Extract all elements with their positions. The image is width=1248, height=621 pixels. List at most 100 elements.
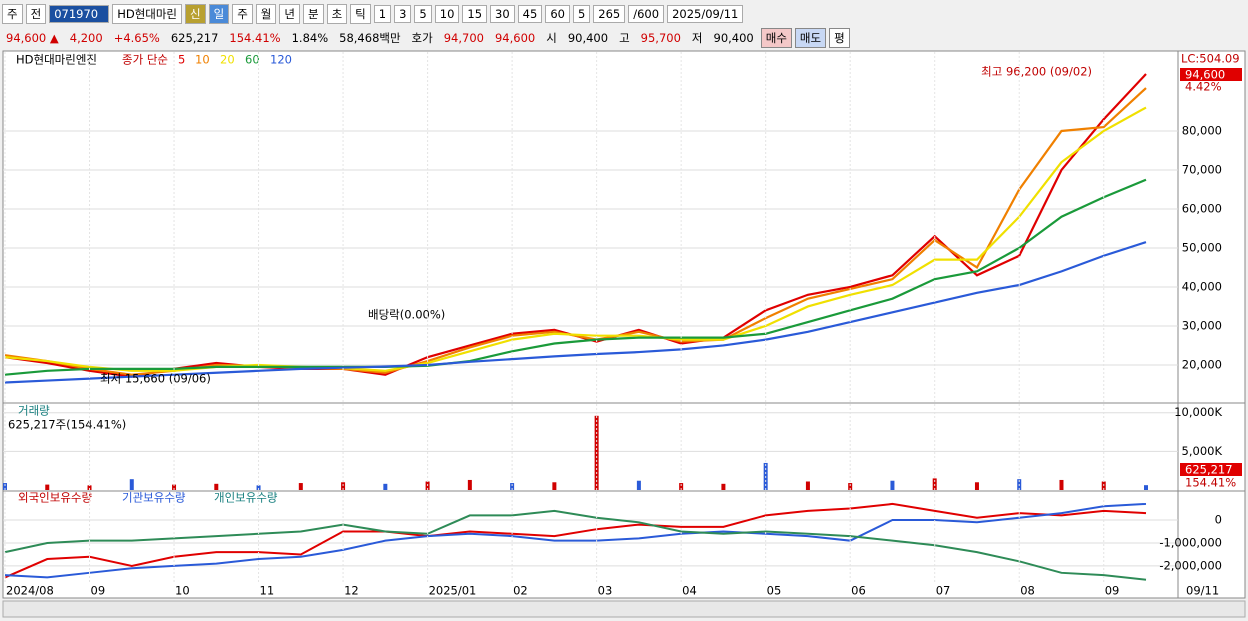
price-box <box>1180 68 1242 81</box>
volume-bar <box>1059 479 1064 490</box>
toolbar-item[interactable]: 5 <box>414 4 432 23</box>
x-tick-label: 09 <box>1105 584 1120 598</box>
volume-bar <box>805 481 810 490</box>
toolbar-item[interactable]: 5 <box>572 4 591 23</box>
y-tick-label: -1,000,000 <box>1159 535 1222 549</box>
toolbar-item[interactable]: HD현대마린 <box>112 3 183 24</box>
volume-bar <box>214 483 219 490</box>
chart-frame <box>2 50 1246 599</box>
order-button[interactable]: 평 <box>829 27 850 48</box>
series-line <box>4 241 1147 384</box>
toolbar-item[interactable]: 265 <box>593 4 626 23</box>
last-volume: 625,217 <box>1185 463 1233 477</box>
volume-bar <box>45 484 50 490</box>
x-tick-label: 06 <box>851 584 866 598</box>
volume-bar <box>636 480 641 490</box>
toolbar-item[interactable]: 주 <box>232 3 253 24</box>
toolbar-item[interactable]: 주 <box>2 3 23 24</box>
scrollbar[interactable] <box>2 600 1246 618</box>
x-tick-label: 2024/08 <box>6 584 54 598</box>
toolbar-item[interactable]: 초 <box>326 3 348 24</box>
toolbar-item[interactable]: 10 <box>434 4 460 23</box>
volume-bar <box>510 483 515 490</box>
last-price: 94,600 <box>1185 68 1225 82</box>
y-tick-label: 10,000K <box>1174 405 1222 419</box>
y-tick-label: 5,000K <box>1182 444 1223 458</box>
x-tick-label: 12 <box>344 584 359 598</box>
series-line <box>4 502 1147 579</box>
toolbar-item[interactable]: 15 <box>462 4 488 23</box>
volume-bar <box>3 483 7 490</box>
panel-title: HD현대마린엔진 <box>16 53 97 67</box>
toolbar-item[interactable]: 일 <box>208 3 230 24</box>
toolbar-item[interactable]: 월 <box>255 3 277 24</box>
y-tick-label: 80,000 <box>1182 123 1222 137</box>
volume-bar <box>467 479 472 490</box>
panel-title: 거래량 <box>18 404 50 418</box>
quote-field: 94,600 <box>494 30 536 45</box>
order-button[interactable]: 매수 <box>760 27 792 48</box>
quote-field: 625,217 <box>170 30 219 45</box>
x-tick-label: 10 <box>175 584 190 598</box>
legend-entry: 20 <box>220 53 235 67</box>
volume-bar <box>1144 485 1148 490</box>
toolbar-item[interactable]: 3 <box>394 4 412 23</box>
toolbar-item[interactable]: 45 <box>517 4 543 23</box>
legend-entry: 120 <box>270 53 292 67</box>
legend-entry: 60 <box>245 53 260 67</box>
volume-bar <box>383 483 388 490</box>
y-tick-label: 0 <box>1215 513 1222 527</box>
y-tick-label: 30,000 <box>1182 318 1222 332</box>
toolbar-item[interactable]: 틱 <box>350 3 371 24</box>
quote-field: 4,200 <box>69 30 103 45</box>
y-tick-label: 40,000 <box>1182 279 1222 293</box>
toolbar-item[interactable]: 전 <box>25 3 47 24</box>
toolbar-item[interactable]: 신 <box>185 3 206 24</box>
quote-field: 94,700 <box>443 30 484 45</box>
toolbar-item[interactable]: /600 <box>628 4 665 23</box>
y-tick-label: -2,000,000 <box>1159 558 1222 572</box>
y-tick-label: 60,000 <box>1182 201 1222 215</box>
y-tick-label: 70,000 <box>1182 162 1222 176</box>
volume-bar <box>87 485 92 490</box>
toolbar-item[interactable]: 2025/09/11 <box>667 4 744 23</box>
volume-bar <box>890 480 895 490</box>
legend-entry: 10 <box>195 53 210 67</box>
x-tick-label: 03 <box>598 584 613 598</box>
legend-title: 종가 단순 <box>122 53 168 67</box>
volume-bar <box>848 483 853 490</box>
order-button[interactable]: 매도 <box>794 27 827 48</box>
volume-bar <box>721 483 726 490</box>
volume-bar <box>341 482 346 490</box>
volume-bar <box>129 479 134 490</box>
toolbar-item[interactable]: 071970 <box>49 4 110 23</box>
volume-bar <box>256 485 261 490</box>
x-tick-label: 04 <box>682 584 697 598</box>
x-tick-label: 07 <box>936 584 951 598</box>
x-tick-label: 08 <box>1020 584 1035 598</box>
quote-field: 90,400 <box>713 30 754 45</box>
quote-field: 1.84% <box>291 30 329 45</box>
toolbar-item[interactable]: 분 <box>302 3 324 24</box>
volume-ratio: 154.41% <box>1185 476 1236 490</box>
toolbar-item[interactable]: 년 <box>279 3 300 24</box>
series-line <box>4 502 1147 579</box>
volume-bar <box>552 482 557 490</box>
volume-bar <box>172 484 177 490</box>
x-end-label: 09/11 <box>1186 584 1219 598</box>
quote-field: 호가 <box>411 30 433 45</box>
volume-bar <box>679 483 684 490</box>
legend-entry: 외국인보유수량 <box>18 491 92 505</box>
toolbar-item[interactable]: 30 <box>490 4 515 23</box>
chart: 20,000 30,000 40,000 50,000 60,000 70,000 80,0… <box>2 50 1246 618</box>
volume-bar <box>298 483 303 490</box>
toolbar-item[interactable]: 1 <box>373 4 392 23</box>
annotation: 최고 96,200 (09/02) <box>981 65 1092 79</box>
toolbar-item[interactable]: 60 <box>545 4 570 23</box>
quote-field: 시 <box>546 30 557 45</box>
legend-entry: 기관보유수량 <box>122 491 186 505</box>
panel-subtitle: 625,217주(154.41%) <box>8 418 126 432</box>
quote-field: +4.65% <box>113 30 160 45</box>
x-tick-label: 11 <box>260 584 275 598</box>
